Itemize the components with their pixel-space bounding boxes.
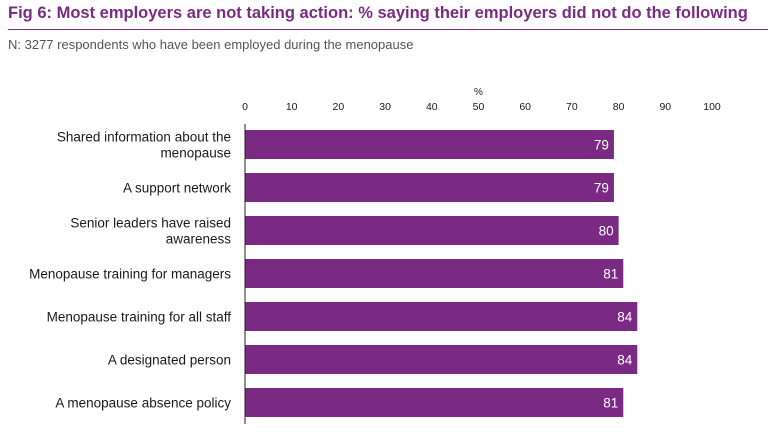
bar-value-label: 81 xyxy=(603,396,618,411)
category-label-line: Shared information about the xyxy=(57,130,231,145)
bar xyxy=(245,259,624,288)
x-tick-label: 30 xyxy=(379,101,391,113)
x-tick-label: 0 xyxy=(242,101,248,113)
bar xyxy=(245,216,619,245)
category-label-line: A designated person xyxy=(108,353,231,368)
category-label-line: A support network xyxy=(123,181,231,196)
bar-value-label: 80 xyxy=(599,224,614,239)
x-tick-label: 90 xyxy=(659,101,671,113)
category-label-line: Senior leaders have raised xyxy=(70,216,231,231)
bar xyxy=(245,302,638,331)
x-tick-label: 60 xyxy=(519,101,531,113)
bar xyxy=(245,345,638,374)
axis-unit-label: % xyxy=(474,87,483,98)
bar-value-label: 79 xyxy=(594,181,609,196)
bar-value-label: 84 xyxy=(617,310,633,325)
category-label: A support network xyxy=(123,181,231,196)
bar xyxy=(245,388,624,417)
category-label-line: awareness xyxy=(166,232,232,247)
category-label-line: A menopause absence policy xyxy=(55,396,231,411)
bar xyxy=(245,130,614,159)
x-tick-label: 80 xyxy=(613,101,625,113)
x-tick-label: 20 xyxy=(333,101,345,113)
category-label-line: Menopause training for all staff xyxy=(47,310,232,325)
category-label: Menopause training for managers xyxy=(29,267,231,282)
figure-subtitle: N: 3277 respondents who have been employ… xyxy=(8,37,414,52)
category-label-line: Menopause training for managers xyxy=(29,267,231,282)
bar-value-label: 84 xyxy=(617,353,633,368)
category-label-line: menopause xyxy=(160,146,231,161)
bar-value-label: 81 xyxy=(603,267,618,282)
x-tick-label: 50 xyxy=(473,101,485,113)
category-label: Shared information about the menopause xyxy=(57,130,231,161)
category-label: Senior leaders have raised awareness xyxy=(70,216,231,247)
x-tick-label: 10 xyxy=(286,101,298,113)
category-label: Menopause training for all staff xyxy=(47,310,232,325)
category-label: A designated person xyxy=(108,353,231,368)
x-tick-label: 100 xyxy=(703,101,721,113)
x-tick-label: 70 xyxy=(566,101,578,113)
title-divider xyxy=(8,29,768,30)
category-label: A menopause absence policy xyxy=(55,396,231,411)
bar xyxy=(245,173,614,202)
bar-value-label: 79 xyxy=(594,138,609,153)
x-tick-label: 40 xyxy=(426,101,438,113)
figure-title: Fig 6: Most employers are not taking act… xyxy=(8,4,748,22)
